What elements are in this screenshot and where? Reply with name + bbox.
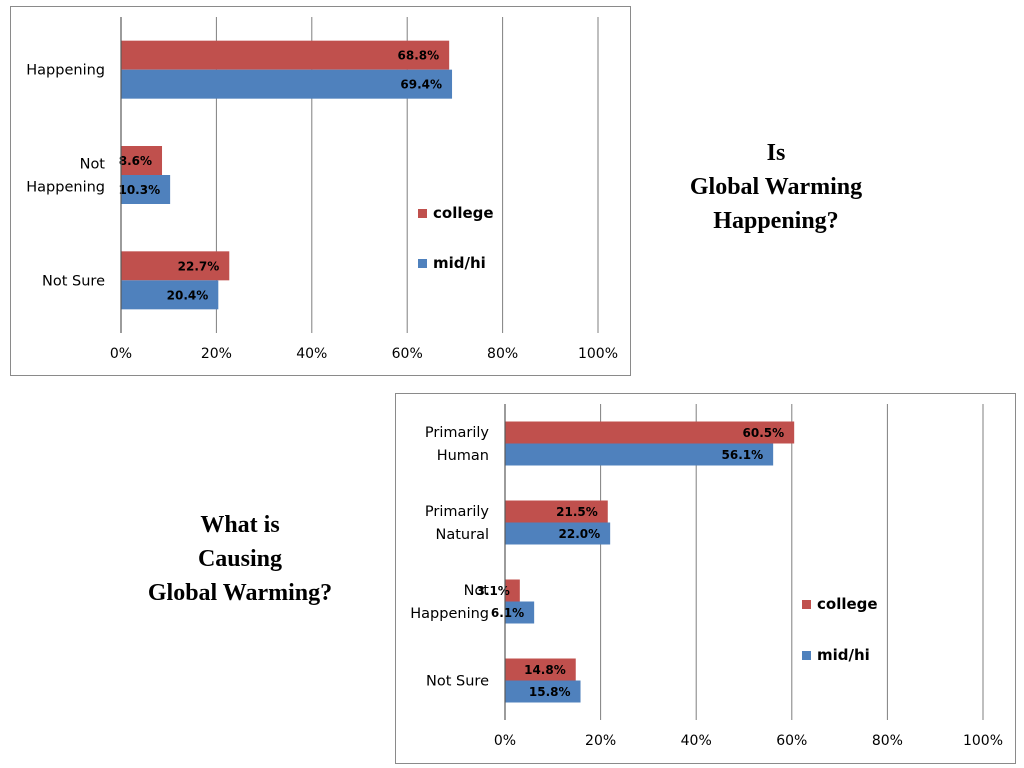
chart-bottom-category-label: Primarily: [425, 504, 490, 520]
chart-bottom: 0% 20% 40% 60% 80% 100% Primarily Human 60.5% 56.…: [395, 393, 1016, 764]
chart-top-category-label: Happening: [26, 63, 105, 79]
chart-bottom-title: What is Causing Global Warming?: [110, 508, 370, 610]
chart-top-legend-swatch: [418, 259, 427, 268]
chart-bottom-title-line-3: Global Warming?: [147, 580, 333, 606]
chart-bottom-data-label: 56.1%: [722, 448, 764, 462]
chart-top-title-line-3: Happening?: [713, 208, 839, 234]
chart-bottom-data-label: 3.1%: [477, 584, 510, 598]
chart-bottom-bar-college: [505, 500, 608, 523]
chart-bottom-legend-label: college: [817, 595, 878, 613]
chart-bottom-category-label: Not: [464, 583, 490, 599]
chart-bottom-data-label: 6.1%: [491, 606, 524, 620]
chart-bottom-category-label: Not Sure: [426, 674, 489, 690]
chart-top-data-label: 8.6%: [119, 154, 152, 168]
chart-bottom-category-label: Human: [437, 448, 489, 464]
chart-top-plot: 0% 20% 40% 60% 80% 100% Happening 68.8% 69.4% Not…: [26, 17, 618, 362]
chart-top: 0% 20% 40% 60% 80% 100% Happening 68.8% 69.4% Not…: [10, 6, 631, 376]
chart-bottom-tick-label: 0%: [494, 733, 516, 749]
chart-top-title-line-1: Is: [766, 140, 786, 166]
chart-top-bar-midhi: [121, 175, 171, 204]
chart-bottom-bar-midhi: [505, 522, 611, 545]
chart-bottom-data-label: 22.0%: [559, 527, 601, 541]
chart-bottom-tick-label: 20%: [585, 733, 616, 749]
chart-bottom-plot: 0% 20% 40% 60% 80% 100% Primarily Human 60.5% 56.…: [410, 404, 1003, 749]
chart-top-data-label: 22.7%: [178, 259, 220, 273]
chart-bottom-title-line-1: What is: [200, 512, 280, 538]
chart-top-bar-college: [121, 146, 163, 175]
chart-top-bar-midhi: [121, 280, 219, 310]
chart-bottom-bar-midhi: [505, 601, 535, 624]
chart-top-title-line-2: Global Warming: [689, 174, 863, 200]
chart-bottom-category-label: Primarily: [425, 425, 490, 441]
chart-top-data-label: 68.8%: [398, 49, 440, 63]
chart-bottom-tick-label: 80%: [872, 733, 903, 749]
chart-top-tick-label: 20%: [201, 346, 232, 362]
chart-bottom-bar-college: [505, 421, 795, 444]
chart-bottom-legend-label: mid/hi: [817, 646, 870, 664]
chart-top-legend-swatch: [418, 209, 427, 218]
chart-bottom-title-line-2: Causing: [197, 546, 283, 572]
chart-bottom-bar-midhi: [505, 443, 774, 466]
chart-bottom-data-label: 60.5%: [743, 426, 785, 440]
chart-top-tick-label: 0%: [110, 346, 132, 362]
chart-top-tick-label: 40%: [296, 346, 327, 362]
chart-top-data-label: 10.3%: [118, 183, 160, 197]
chart-bottom-bar-college: [505, 579, 520, 602]
chart-top-legend-label: mid/hi: [433, 254, 486, 272]
chart-top-tick-label: 100%: [578, 346, 618, 362]
chart-top-bar-college: [121, 251, 230, 281]
chart-bottom-tick-label: 100%: [963, 733, 1003, 749]
chart-bottom-category-label: Natural: [436, 527, 489, 543]
chart-bottom-legend-swatch: [802, 600, 811, 609]
chart-top-category-label: Happening: [26, 180, 105, 196]
chart-top-title: Is Global Warming Happening?: [656, 136, 896, 238]
chart-top-legend-label: college: [433, 204, 494, 222]
chart-top-category-label: Not: [80, 157, 106, 173]
chart-bottom-bar-college: [505, 658, 576, 681]
chart-top-bar-college: [121, 40, 450, 70]
chart-top-data-label: 69.4%: [400, 78, 442, 92]
chart-bottom-data-label: 21.5%: [556, 505, 598, 519]
chart-bottom-data-label: 14.8%: [524, 663, 566, 677]
chart-bottom-legend-swatch: [802, 651, 811, 660]
chart-top-bar-midhi: [121, 69, 453, 99]
chart-top-tick-label: 80%: [487, 346, 518, 362]
chart-top-data-label: 20.4%: [167, 288, 209, 302]
chart-top-category-label: Not Sure: [42, 273, 105, 289]
chart-bottom-bar-midhi: [505, 680, 581, 703]
chart-top-tick-label: 60%: [392, 346, 423, 362]
chart-bottom-data-label: 15.8%: [529, 685, 571, 699]
chart-bottom-tick-label: 60%: [776, 733, 807, 749]
chart-bottom-tick-label: 40%: [681, 733, 712, 749]
chart-bottom-category-label: Happening: [410, 606, 489, 622]
